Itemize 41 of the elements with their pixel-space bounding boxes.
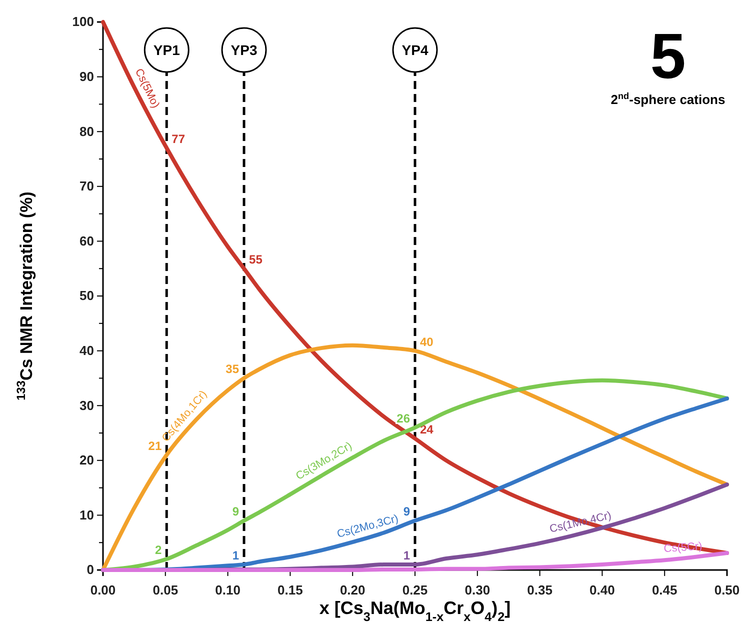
data-label: 9: [232, 504, 240, 519]
x-tick-label: 0.25: [402, 582, 428, 598]
y-tick-label: 80: [80, 124, 94, 139]
x-tick-label: 0.30: [464, 582, 490, 598]
x-tick-label: 0.45: [652, 582, 678, 598]
x-tick-label: 0.05: [152, 582, 178, 598]
data-label: 2: [154, 543, 162, 558]
y-tick-label: 60: [80, 233, 94, 248]
data-label: 1: [403, 548, 410, 563]
x-tick-label: 0.20: [340, 582, 366, 598]
data-label: 77: [172, 132, 186, 146]
x-tick-label: 0.35: [527, 582, 552, 598]
data-label: 55: [249, 252, 263, 267]
data-label: 1: [232, 548, 240, 563]
y-tick-label: 10: [80, 507, 94, 522]
y-tick-label: 90: [80, 68, 94, 84]
y-tick-label: 20: [80, 452, 94, 468]
annotation: 2$^{nd}$-sphere cations: [610, 91, 726, 107]
x-tick-label: 0.10: [215, 582, 240, 598]
annotation: 5: [650, 20, 686, 92]
x-tick-label: 0.40: [590, 582, 615, 598]
x-tick-label: 0.15: [278, 582, 303, 598]
y-tick-label: 50: [80, 288, 94, 304]
x-tick-label: 0.00: [90, 582, 116, 598]
y-tick-label: 70: [80, 178, 94, 194]
y-tick-label: 40: [80, 342, 94, 358]
data-label: 21: [148, 438, 162, 453]
data-label: 26: [396, 412, 410, 426]
data-label: 35: [226, 362, 240, 376]
ref-line-label: YP3: [230, 42, 258, 58]
y-tick-label: 30: [80, 398, 94, 413]
ref-line-label: YP4: [402, 42, 428, 58]
data-label: 40: [420, 334, 434, 349]
data-label: 9: [403, 504, 410, 519]
text: x [Cs$_{3}$Na(Mo$_{1-x}$Cr$_{x}$O$_{4}$)$_{2}$]: [319, 598, 511, 624]
x-tick-label: 0.50: [714, 582, 740, 598]
ref-line-label: YP1: [153, 42, 180, 58]
data-label: 24: [420, 422, 434, 436]
y-tick-label: 100: [72, 14, 94, 30]
series-label: Cs(5Cr): [663, 540, 703, 556]
y-tick-label: 0: [86, 562, 94, 578]
